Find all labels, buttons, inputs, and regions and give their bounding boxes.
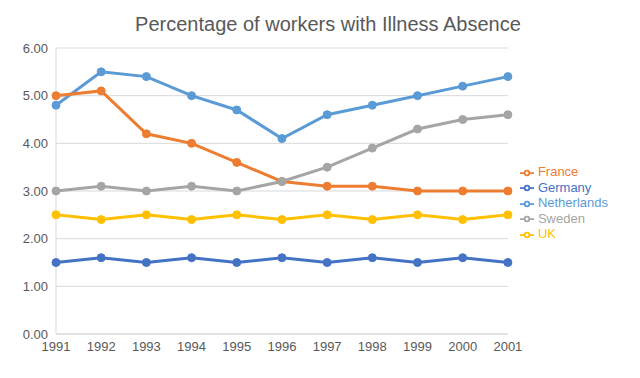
svg-text:0.00: 0.00 [23,327,48,342]
svg-text:3.00: 3.00 [23,184,48,199]
html-text:France: France [537,164,579,180]
svg-text:4.00: 4.00 [23,136,48,151]
html-text:UK: UK [537,226,556,242]
svg-text:1999: 1999 [403,339,432,354]
svg-text:1992: 1992 [87,339,116,354]
svg-text:1995: 1995 [222,339,251,354]
svg-text:1.00: 1.00 [23,279,48,294]
svg-text:2001: 2001 [493,339,522,354]
svg-text:1993: 1993 [132,339,161,354]
html-text:Netherlands: Netherlands [537,195,608,211]
svg-text:1996: 1996 [267,339,296,354]
svg-text:6.00: 6.00 [23,41,48,56]
svg-text:2000: 2000 [448,339,477,354]
html-text:Sweden: Sweden [537,210,585,226]
svg-text:1994: 1994 [177,339,206,354]
svg-text:1991: 1991 [41,339,71,355]
svg-text:2.00: 2.00 [23,231,48,246]
html-text:Germany: Germany [537,179,592,195]
svg-text:5.00: 5.00 [23,88,48,103]
svg-text:1998: 1998 [358,339,387,354]
html-text:Percentage of workers with Ill: Percentage of workers with Illness Absen… [135,13,521,35]
svg-text:1997: 1997 [313,339,342,354]
